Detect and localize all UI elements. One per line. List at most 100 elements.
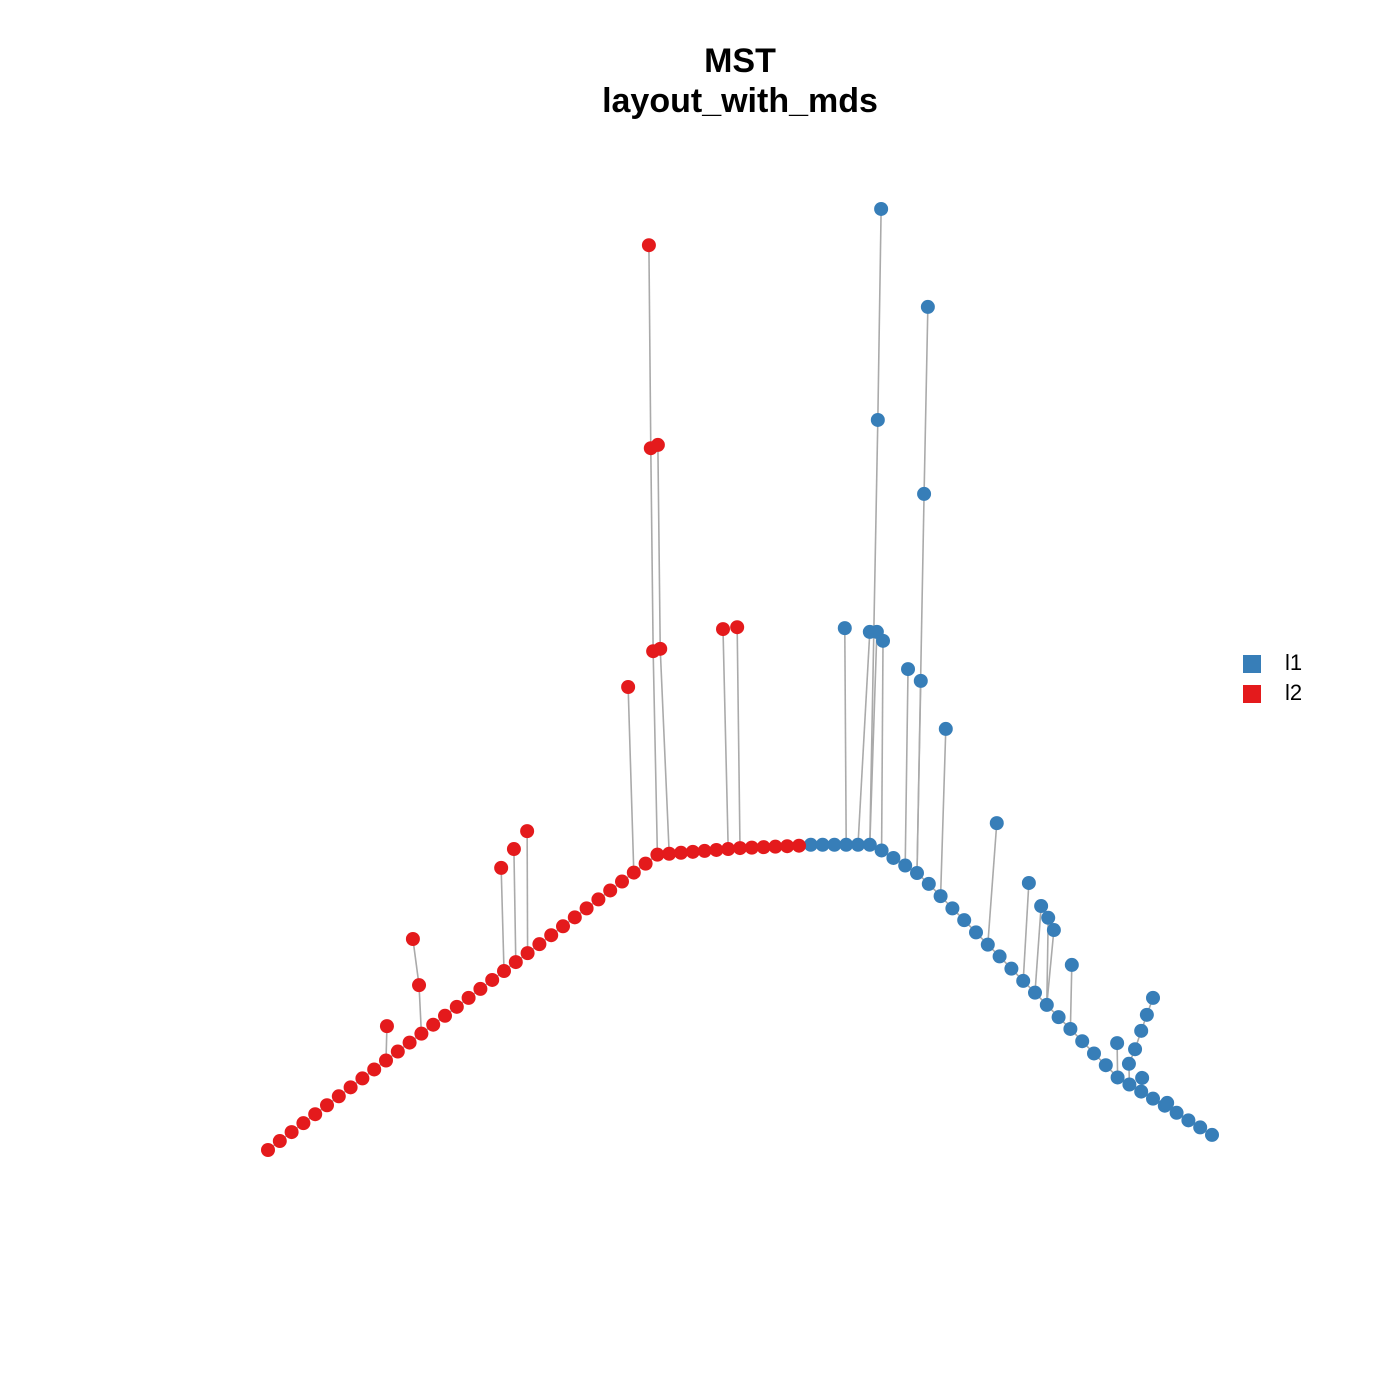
node	[379, 1019, 394, 1034]
node	[579, 901, 594, 916]
node	[567, 910, 582, 925]
node	[1028, 985, 1042, 1000]
node	[1181, 1113, 1196, 1128]
node	[355, 1071, 370, 1086]
node	[1128, 1042, 1143, 1057]
node	[837, 621, 852, 636]
node	[730, 620, 745, 635]
node	[1205, 1127, 1219, 1142]
node	[1110, 1036, 1125, 1051]
edge	[648, 245, 652, 449]
node	[1139, 1007, 1154, 1022]
node	[1034, 899, 1049, 914]
node	[497, 964, 511, 979]
node	[1016, 973, 1031, 988]
node	[1122, 1077, 1137, 1092]
node	[674, 845, 688, 860]
node	[1193, 1120, 1208, 1135]
node	[414, 1026, 429, 1041]
node	[621, 680, 636, 695]
edge	[657, 444, 662, 649]
node	[945, 901, 960, 916]
node	[390, 1044, 405, 1059]
node	[485, 972, 500, 987]
node	[874, 843, 889, 858]
node	[653, 641, 668, 656]
node	[874, 201, 889, 216]
node	[921, 876, 936, 891]
node	[876, 633, 891, 648]
node	[803, 837, 818, 852]
node	[1021, 875, 1036, 890]
node	[938, 721, 953, 736]
edge	[659, 648, 670, 854]
node	[1039, 997, 1054, 1012]
node	[886, 850, 901, 865]
legend-label: l2	[1285, 680, 1302, 705]
node	[1169, 1105, 1184, 1120]
node	[494, 860, 509, 875]
node	[792, 838, 806, 853]
node	[638, 856, 653, 871]
node	[626, 865, 641, 880]
node	[532, 937, 547, 952]
legend-label: l1	[1285, 650, 1302, 675]
node	[603, 883, 618, 898]
node	[870, 412, 885, 427]
edge	[412, 938, 420, 986]
node	[461, 990, 476, 1005]
node	[969, 925, 983, 940]
node	[426, 1017, 441, 1032]
node	[402, 1035, 417, 1050]
node	[544, 928, 559, 943]
edge	[652, 651, 659, 855]
edge	[916, 680, 922, 874]
node	[449, 999, 464, 1014]
node	[901, 662, 916, 677]
edge	[939, 728, 947, 897]
node	[506, 842, 521, 857]
chart-subtitle: layout_with_mds	[602, 82, 878, 120]
node	[1160, 1095, 1175, 1110]
node	[650, 847, 665, 862]
node	[756, 840, 771, 855]
node	[650, 437, 665, 452]
node	[591, 892, 606, 907]
node	[662, 846, 677, 861]
node	[716, 622, 731, 637]
node	[1046, 923, 1061, 938]
chart-title: MST	[704, 42, 776, 80]
edge	[722, 629, 729, 850]
node	[685, 844, 700, 859]
node	[508, 955, 523, 970]
node	[405, 931, 420, 946]
node	[331, 1089, 346, 1104]
node	[641, 238, 656, 253]
edge	[500, 867, 505, 972]
node	[913, 673, 928, 688]
node	[308, 1107, 323, 1122]
node	[296, 1116, 311, 1131]
edge	[857, 631, 871, 845]
node	[367, 1062, 382, 1077]
node	[1051, 1010, 1066, 1025]
node	[827, 837, 842, 852]
node	[910, 866, 924, 881]
node	[1146, 990, 1160, 1005]
node	[780, 839, 795, 854]
node	[920, 299, 935, 314]
node	[898, 858, 913, 873]
edge	[869, 631, 878, 845]
node	[839, 837, 854, 852]
edge	[627, 686, 635, 873]
node	[438, 1008, 452, 1023]
node	[933, 889, 948, 904]
edge	[1069, 964, 1073, 1029]
edge	[1034, 905, 1042, 993]
node	[1075, 1034, 1090, 1049]
node	[272, 1134, 287, 1149]
edge	[877, 208, 882, 420]
node	[980, 937, 995, 952]
node	[992, 949, 1007, 964]
